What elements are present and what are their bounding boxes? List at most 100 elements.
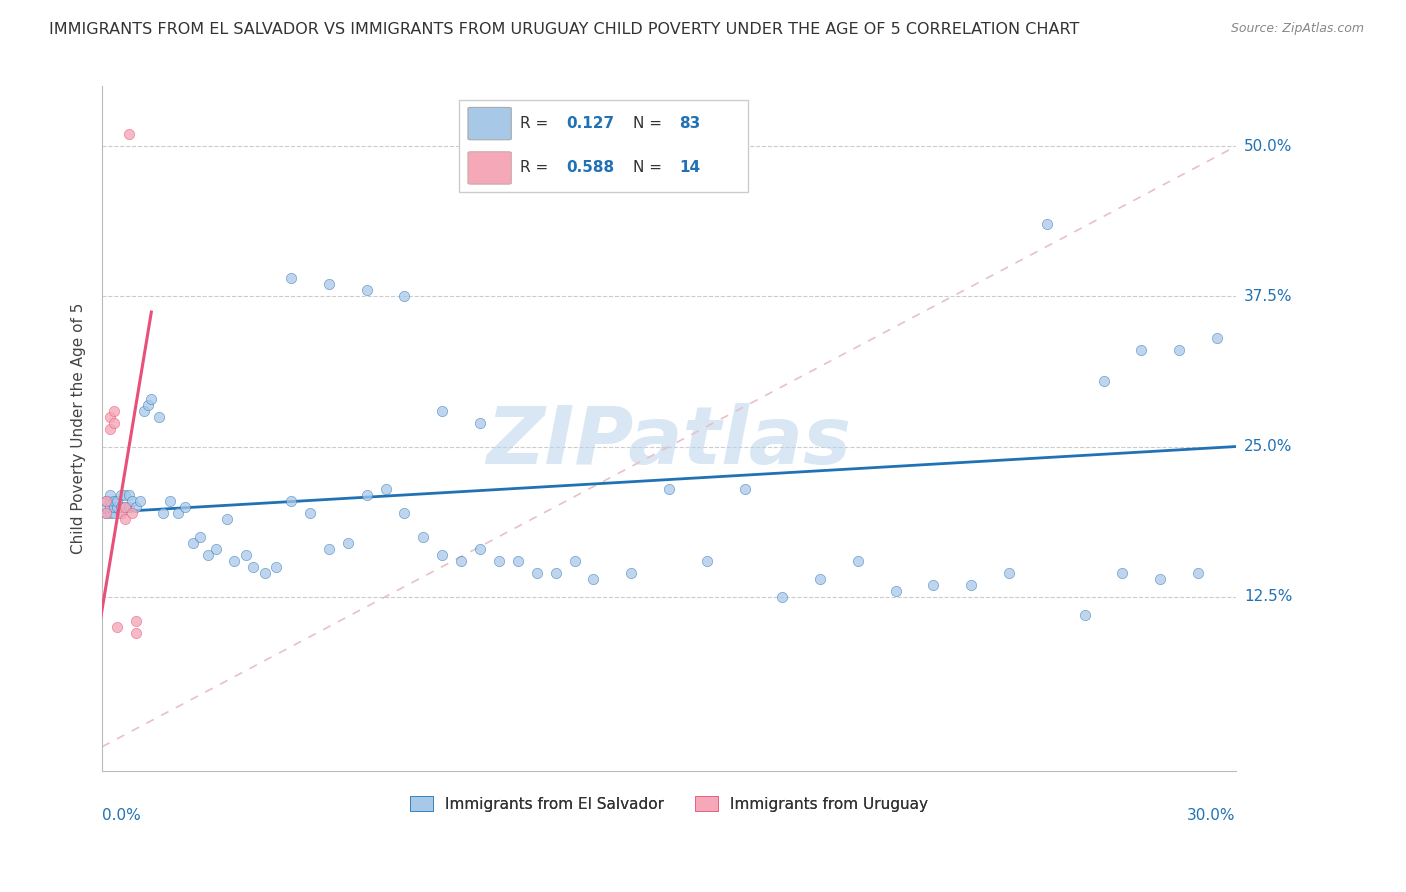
Point <box>922 577 945 591</box>
Point <box>394 506 416 520</box>
Point <box>141 392 163 406</box>
Point <box>450 553 472 567</box>
Point <box>98 500 121 514</box>
Point <box>280 271 302 285</box>
Point <box>98 493 121 508</box>
Point <box>356 487 378 501</box>
Point <box>582 572 605 586</box>
Text: 30.0%: 30.0% <box>1187 808 1236 823</box>
Point <box>734 482 756 496</box>
Point <box>215 511 238 525</box>
Text: 12.5%: 12.5% <box>1244 589 1292 604</box>
Point <box>468 416 491 430</box>
Point <box>1149 572 1171 586</box>
Point <box>114 511 136 525</box>
Y-axis label: Child Poverty Under the Age of 5: Child Poverty Under the Age of 5 <box>72 303 86 554</box>
Point <box>159 493 181 508</box>
Point <box>264 559 287 574</box>
Point <box>412 530 434 544</box>
Point <box>103 403 125 417</box>
Point <box>125 614 148 628</box>
Point <box>103 416 125 430</box>
Point <box>148 409 170 424</box>
Point <box>318 277 340 292</box>
Point <box>432 548 454 562</box>
Point <box>103 493 125 508</box>
Text: ZIPatlas: ZIPatlas <box>486 403 852 481</box>
Point <box>1036 218 1059 232</box>
Point <box>110 506 132 520</box>
Point <box>374 482 396 496</box>
Point <box>658 482 681 496</box>
Point <box>468 541 491 556</box>
Point <box>1111 566 1133 580</box>
Point <box>846 553 869 567</box>
Point <box>118 128 141 142</box>
Point <box>103 500 125 514</box>
Point <box>166 506 188 520</box>
Point <box>94 506 117 520</box>
Point <box>1168 343 1191 358</box>
Point <box>808 572 831 586</box>
Point <box>242 559 264 574</box>
Text: Source: ZipAtlas.com: Source: ZipAtlas.com <box>1230 22 1364 36</box>
Point <box>1092 374 1115 388</box>
Point <box>884 583 907 598</box>
Point <box>506 553 529 567</box>
Point <box>129 493 152 508</box>
Point <box>94 493 117 508</box>
Point <box>103 506 125 520</box>
Point <box>121 506 143 520</box>
Point <box>136 397 159 411</box>
Point <box>564 553 586 567</box>
Point <box>1187 566 1209 580</box>
Point <box>1073 607 1095 622</box>
Point <box>118 500 141 514</box>
Point <box>526 566 548 580</box>
Point <box>394 289 416 303</box>
Point <box>105 493 128 508</box>
Point <box>299 506 322 520</box>
Legend: Immigrants from El Salvador, Immigrants from Uruguay: Immigrants from El Salvador, Immigrants … <box>404 789 934 818</box>
Text: 50.0%: 50.0% <box>1244 139 1292 154</box>
Point <box>98 409 121 424</box>
Point <box>696 553 718 567</box>
Point <box>110 506 132 520</box>
Point <box>132 403 155 417</box>
Point <box>98 487 121 501</box>
Point <box>152 506 174 520</box>
Point <box>94 493 117 508</box>
Point <box>1130 343 1153 358</box>
Text: IMMIGRANTS FROM EL SALVADOR VS IMMIGRANTS FROM URUGUAY CHILD POVERTY UNDER THE A: IMMIGRANTS FROM EL SALVADOR VS IMMIGRANT… <box>49 22 1080 37</box>
Point <box>125 500 148 514</box>
Text: 25.0%: 25.0% <box>1244 439 1292 454</box>
Point <box>253 566 276 580</box>
Point <box>110 500 132 514</box>
Point <box>336 535 359 549</box>
Point <box>98 421 121 435</box>
Point <box>98 506 121 520</box>
Point <box>121 493 143 508</box>
Point <box>174 500 197 514</box>
Point <box>94 500 117 514</box>
Point <box>224 553 246 567</box>
Point <box>235 548 257 562</box>
Point <box>432 403 454 417</box>
Point <box>544 566 567 580</box>
Point <box>197 548 219 562</box>
Point <box>181 535 204 549</box>
Text: 0.0%: 0.0% <box>103 808 141 823</box>
Point <box>280 493 302 508</box>
Point <box>105 500 128 514</box>
Point <box>190 530 212 544</box>
Point <box>125 625 148 640</box>
Point <box>114 487 136 501</box>
Point <box>94 506 117 520</box>
Point <box>356 284 378 298</box>
Point <box>114 500 136 514</box>
Point <box>620 566 643 580</box>
Point <box>1205 331 1227 345</box>
Point <box>118 487 141 501</box>
Text: 37.5%: 37.5% <box>1244 289 1292 304</box>
Point <box>204 541 226 556</box>
